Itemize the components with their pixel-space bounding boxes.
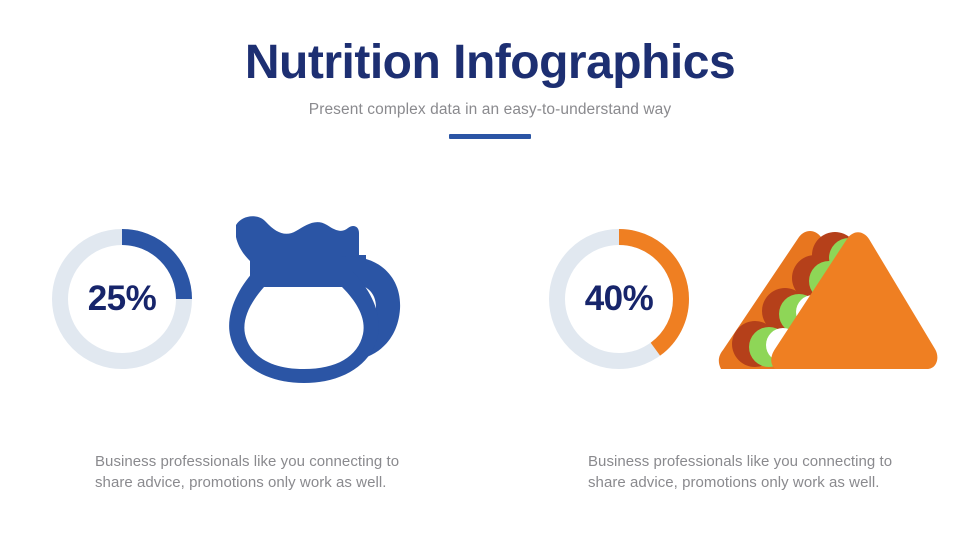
item-caption-1: Business professionals like you connecti… [95,453,400,491]
pitcher-icon [220,209,405,389]
item-caption-2: Business professionals like you connecti… [588,453,893,491]
sandwich-front-slice [771,232,938,369]
sandwich-icon [713,211,943,386]
donut-chart-2: 40% [539,219,699,379]
pitcher-neck [236,215,359,261]
donut-chart-2-svg [549,228,689,369]
donut-value-arc-1 [52,228,192,369]
donut-chart-1-svg [52,228,192,369]
pitcher-icon-svg [229,215,401,383]
infographic-item-1: 25% Business profes [0,196,490,493]
infographic-columns: 25% Business profes [0,196,980,493]
title-divider [449,134,531,139]
page-title: Nutrition Infographics [244,36,736,89]
visual-row-2: 40% [539,196,959,401]
slide-header: Nutrition Infographics Present complex d… [0,34,980,139]
donut-chart-1: 25% [42,219,202,379]
donut-percent-label-2: 40% [584,278,654,318]
pitcher-body-inner [244,286,364,369]
visual-row-1: 25% [42,196,462,401]
donut-value-arc-2 [549,228,689,369]
page-subtitle: Present complex data in an easy-to-under… [308,101,672,118]
infographic-item-2: 40% [490,196,980,493]
sandwich-icon-svg [718,231,938,369]
donut-percent-label-1: 25% [87,278,157,318]
